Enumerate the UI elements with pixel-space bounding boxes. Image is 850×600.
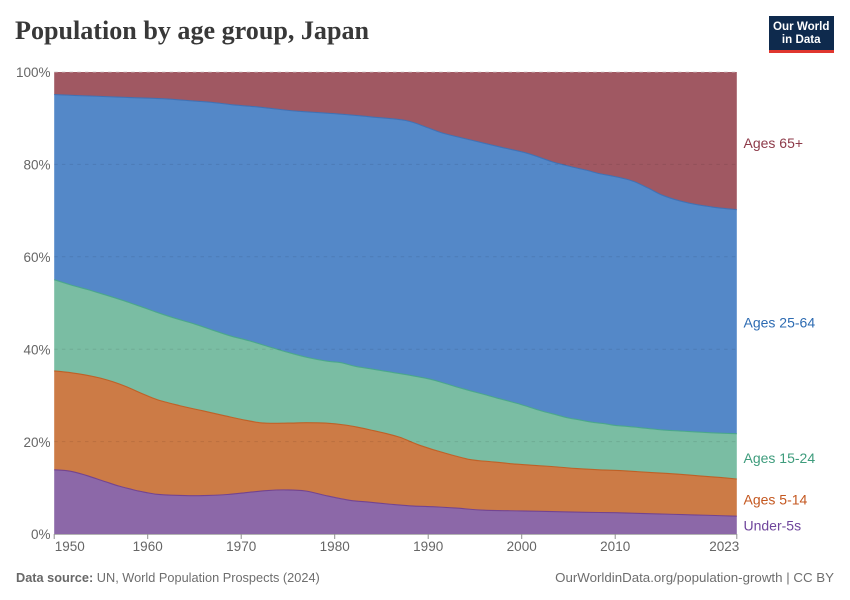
svg-text:2010: 2010: [600, 539, 630, 554]
svg-text:1990: 1990: [413, 539, 443, 554]
svg-text:1960: 1960: [133, 539, 163, 554]
svg-text:1950: 1950: [55, 539, 85, 554]
svg-text:Under-5s: Under-5s: [744, 518, 802, 534]
svg-text:20%: 20%: [23, 435, 50, 450]
svg-text:1980: 1980: [320, 539, 350, 554]
svg-text:100%: 100%: [16, 65, 51, 80]
svg-text:60%: 60%: [23, 250, 50, 265]
svg-text:1970: 1970: [226, 539, 256, 554]
svg-text:2023: 2023: [709, 539, 739, 554]
svg-text:Ages 15-24: Ages 15-24: [744, 450, 816, 466]
svg-text:0%: 0%: [31, 527, 51, 542]
svg-text:Ages 65+: Ages 65+: [744, 135, 804, 151]
svg-text:80%: 80%: [23, 158, 50, 173]
svg-text:40%: 40%: [23, 342, 50, 357]
svg-text:Ages 5-14: Ages 5-14: [744, 492, 808, 508]
svg-text:Ages 25-64: Ages 25-64: [744, 315, 816, 331]
svg-text:2000: 2000: [507, 539, 537, 554]
